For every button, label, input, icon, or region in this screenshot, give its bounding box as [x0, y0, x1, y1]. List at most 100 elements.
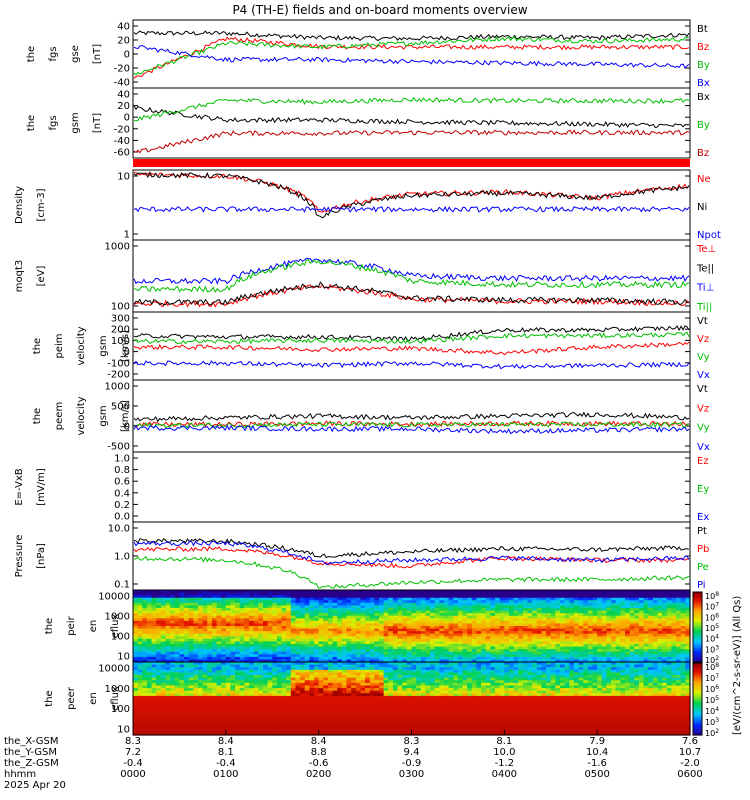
- spectro-cell: [202, 610, 208, 614]
- spectro-cell: [379, 610, 385, 614]
- spectro-cell: [499, 654, 505, 658]
- spectro-cell: [249, 659, 255, 663]
- spectro-cell: [160, 677, 167, 681]
- spectro-cell: [151, 615, 157, 619]
- spectro-cell: [323, 708, 329, 713]
- spectro-cell: [560, 590, 566, 594]
- spectro-cell: [388, 592, 394, 596]
- spectro-cell: [550, 633, 556, 637]
- spectro-cell: [597, 602, 603, 607]
- spectro-cell: [332, 610, 338, 614]
- spectro-cell: [207, 675, 213, 679]
- spectro-cell: [643, 649, 649, 653]
- spectro-cell: [300, 719, 306, 723]
- spectro-cell: [327, 727, 334, 731]
- spectro-cell: [546, 644, 552, 648]
- spectro-cell: [481, 592, 487, 596]
- spectro-cell: [448, 592, 454, 596]
- spectro-cell: [156, 590, 162, 594]
- spectro-cell: [272, 597, 278, 601]
- spectro-cell: [304, 688, 310, 692]
- spectro-cell: [453, 649, 459, 653]
- spectro-cell: [652, 595, 659, 599]
- spectro-cell: [527, 595, 533, 599]
- spectro-cell: [314, 608, 320, 612]
- spectro-cell: [262, 602, 269, 607]
- spectro-cell: [300, 636, 306, 640]
- spectro-cell: [369, 618, 375, 622]
- spectro-cell: [156, 649, 162, 653]
- spectro-cell: [620, 636, 626, 640]
- spectro-cell: [490, 659, 496, 663]
- spectro-cell: [286, 672, 292, 676]
- panel-peim_vel: the peim velocity gsm [km/s]3002001000-100-2…: [32, 311, 710, 381]
- spectro-cell: [578, 646, 584, 650]
- spectro-cell: [425, 659, 431, 663]
- spectro-cell: [188, 608, 194, 612]
- spectro-cell: [508, 595, 515, 599]
- spectro-cell: [448, 595, 454, 599]
- spectro-cell: [666, 590, 673, 594]
- spectro-cell: [133, 667, 139, 671]
- spectro-cell: [499, 592, 505, 596]
- spectro-cell: [587, 590, 594, 594]
- spectro-cell: [601, 636, 608, 640]
- spectro-cell: [216, 592, 222, 596]
- spectro-cell: [300, 701, 306, 705]
- spectro-cell: [146, 727, 153, 731]
- spectro-cell: [351, 600, 357, 604]
- spectro-cell: [555, 597, 561, 601]
- spectro-cell: [620, 633, 626, 637]
- spectro-cell: [346, 590, 352, 594]
- ylabel-line: gsm: [98, 405, 109, 426]
- spectro-cell: [300, 623, 306, 627]
- spectro-cell: [583, 631, 589, 635]
- spectro-cell: [652, 610, 659, 614]
- spectro-cell: [355, 724, 362, 728]
- spectro-cell: [685, 644, 691, 648]
- spectro-cell: [276, 664, 283, 668]
- spectro-cell: [230, 610, 236, 614]
- spectro-cell: [262, 628, 269, 632]
- spectro-cell: [221, 693, 227, 697]
- spectro-cell: [402, 618, 408, 622]
- spectro-cell: [137, 667, 143, 671]
- spectro-cell: [560, 608, 566, 612]
- spectro-cell: [476, 615, 482, 619]
- spectro-cell: [286, 688, 292, 692]
- spectro-cell: [532, 656, 538, 661]
- spectro-cell: [165, 651, 171, 655]
- spectro-cell: [179, 656, 185, 661]
- spectro-cell: [156, 646, 162, 650]
- spectro-cell: [309, 615, 315, 619]
- spectro-cell: [365, 641, 371, 645]
- spectro-cell: [295, 631, 301, 635]
- panel-ylabel: Density [cm-3]: [14, 186, 47, 224]
- spectro-cell: [662, 618, 668, 622]
- spectro-cell: [151, 613, 157, 617]
- spectro-cell: [397, 651, 403, 655]
- spectro-cell: [160, 682, 167, 687]
- spectro-cell: [211, 649, 218, 653]
- spectro-cell: [309, 641, 315, 645]
- spectro-cell: [485, 615, 492, 619]
- spectro-cell: [355, 628, 362, 632]
- spectro-cell: [235, 600, 241, 604]
- spectro-cell: [235, 620, 241, 625]
- spectro-cell: [197, 618, 204, 622]
- spectro-cell: [592, 595, 598, 599]
- spectro-cell: [564, 626, 570, 630]
- spectro-cell: [536, 597, 543, 601]
- spectro-cell: [495, 631, 501, 635]
- spectro-cell: [249, 680, 255, 684]
- spectro-cell: [453, 646, 459, 650]
- spectro-cell: [151, 602, 157, 607]
- spectro-cell: [327, 701, 334, 705]
- spectro-cell: [467, 659, 473, 663]
- spectro-cell: [638, 592, 645, 596]
- spectro-cell: [221, 677, 227, 681]
- spectro-cell: [262, 732, 269, 736]
- spectro-cell: [360, 597, 366, 601]
- spectro-cell: [304, 711, 310, 715]
- spectro-cell: [207, 651, 213, 655]
